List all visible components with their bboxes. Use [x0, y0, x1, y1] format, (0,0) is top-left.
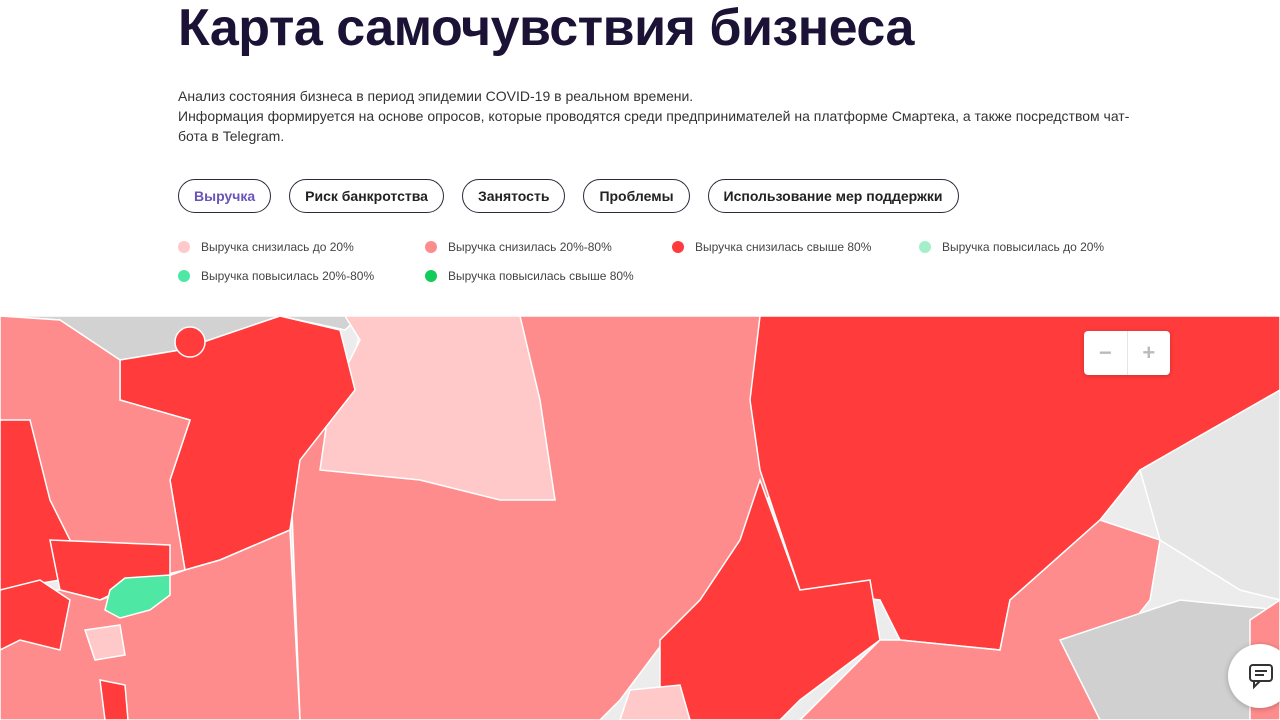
zoom-in-button[interactable]: +: [1142, 340, 1156, 365]
region: [174, 326, 206, 358]
tab-button[interactable]: Проблемы: [583, 179, 690, 213]
description: Анализ состояния бизнеса в период эпидем…: [178, 86, 1153, 146]
region: [0, 528, 301, 720]
region: [104, 574, 171, 619]
tab-button[interactable]: Использование мер поддержки: [707, 179, 959, 213]
legend-label: Выручка повысилась до 20%: [942, 240, 1105, 254]
legend-item: Выручка снизилась 20%-80%: [425, 238, 672, 256]
legend: Выручка снизилась до 20% Выручка снизилас…: [178, 238, 1178, 285]
tab-button[interactable]: Выручка: [178, 179, 272, 213]
legend-label: Выручка снизилась 20%-80%: [448, 240, 612, 254]
legend-label: Выручка повысилась свыше 80%: [448, 269, 634, 283]
region: [99, 679, 129, 720]
region: [619, 684, 691, 720]
zoom-out-button[interactable]: −: [1084, 331, 1128, 375]
legend-item: Выручка повысилась до 20%: [919, 238, 1166, 256]
chat-icon: [1249, 664, 1273, 690]
legend-item: Выручка снизилась свыше 80%: [672, 238, 919, 256]
legend-swatch: [919, 241, 931, 253]
tab-button[interactable]: Занятость: [461, 179, 566, 213]
region: [84, 624, 126, 661]
legend-label: Выручка снизилась до 20%: [201, 240, 354, 254]
tabs: Выручка Риск банкротства Занятость Проблемы…: [178, 179, 959, 213]
legend-item: Выручка повысилась 20%-80%: [178, 267, 425, 285]
map[interactable]: [0, 316, 1280, 720]
chat-button[interactable]: [1228, 644, 1280, 708]
description-line: Анализ состояния бизнеса в период эпидем…: [178, 88, 694, 104]
legend-item: Выручка повысилась свыше 80%: [425, 267, 672, 285]
legend-label: Выручка повысилась 20%-80%: [201, 269, 375, 283]
page-title: Карта самочувствия бизнеса: [178, 0, 914, 57]
region: [659, 477, 881, 720]
legend-label: Выручка снизилась свыше 80%: [695, 240, 872, 254]
zoom-control: − +: [1084, 331, 1170, 375]
tab-button[interactable]: Риск банкротства: [289, 179, 444, 213]
region: [1058, 599, 1280, 720]
region: [0, 579, 71, 651]
region: [1139, 389, 1280, 601]
legend-swatch: [425, 270, 437, 282]
legend-swatch: [672, 241, 684, 253]
legend-swatch: [178, 270, 190, 282]
legend-swatch: [178, 241, 190, 253]
description-line: Информация формируется на основе опросов…: [178, 108, 1130, 144]
legend-swatch: [425, 241, 437, 253]
legend-item: Выручка снизилась до 20%: [178, 238, 425, 256]
